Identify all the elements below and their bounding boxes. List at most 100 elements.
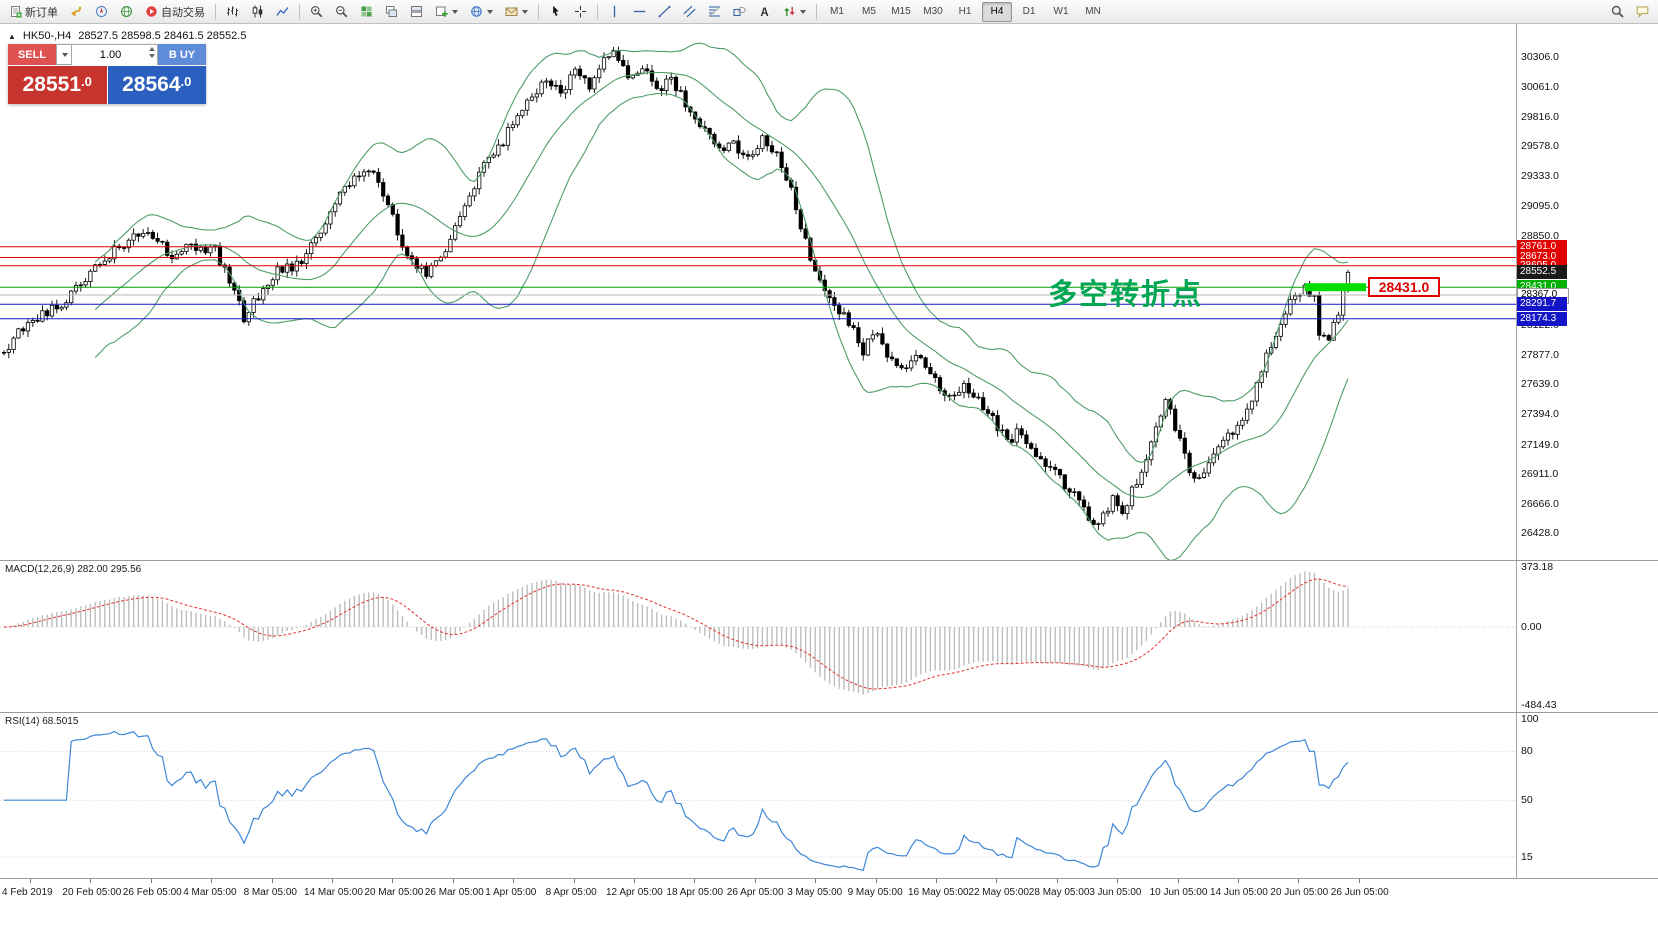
time-axis-label: 4 Mar 05:00: [183, 887, 237, 898]
main-chart-panel[interactable]: ▲ HK50-,H4 28527.5 28598.5 28461.5 28552…: [0, 24, 1658, 560]
shapes-button[interactable]: [728, 1, 751, 23]
sell-price-button[interactable]: 28551 .0: [8, 66, 107, 104]
time-axis-label: 18 Apr 05:00: [666, 887, 724, 898]
crosshair-button[interactable]: [569, 1, 592, 23]
macd-axis-label: 373.18: [1521, 561, 1554, 573]
volume-field: [72, 44, 158, 65]
autotrading-button-label: 自动交易: [161, 6, 205, 19]
timeframe-button-d1[interactable]: D1: [1022, 6, 1036, 17]
rsi-indicator-panel[interactable]: RSI(14) 68.5015 100 80 50 15: [0, 712, 1658, 878]
chat-button[interactable]: [1631, 1, 1654, 23]
sell-button[interactable]: SELL: [8, 44, 56, 65]
volume-stepper[interactable]: [149, 47, 155, 58]
time-axis: 4 Feb 2019 20 Feb 05:00 26 Feb 05:00 4 Mar …: [0, 878, 1658, 950]
bar-chart-button[interactable]: [221, 1, 244, 23]
buy-button[interactable]: B UY: [158, 44, 206, 65]
magnifier-icon: [1611, 5, 1624, 18]
price-axis-separator: [1516, 24, 1517, 560]
terminal-button[interactable]: [115, 1, 138, 23]
equidistant-channel-button[interactable]: [678, 1, 701, 23]
chart-symbol-period: HK50-,H4: [22, 30, 72, 42]
bars-icon: [227, 6, 238, 17]
buy-price-button[interactable]: 28564 .0: [107, 66, 206, 104]
price-axis-label: 26911.0: [1521, 468, 1559, 480]
rsi-axis-label: 80: [1521, 745, 1533, 757]
time-axis-label: 3 Jun 05:00: [1089, 887, 1142, 898]
rsi-axis-label: 50: [1521, 794, 1533, 806]
price-axis-label: 29095.0: [1521, 200, 1559, 212]
navigator-icon: [96, 6, 107, 17]
macd-chart-canvas[interactable]: [0, 561, 1658, 712]
toolbar-separator: [299, 3, 300, 20]
timeframe-button-m15[interactable]: M15: [891, 6, 911, 17]
sell-price-frac: .0: [81, 73, 92, 89]
timeframe-button-h1[interactable]: H1: [958, 6, 972, 17]
zoom-in-button[interactable]: [305, 1, 328, 23]
time-axis-tick: [392, 879, 394, 883]
candlestick-chart-button[interactable]: [246, 1, 269, 23]
price-axis-label: 26428.0: [1521, 527, 1559, 539]
cascade-icon: [386, 6, 397, 17]
vertical-line-button[interactable]: [603, 1, 626, 23]
time-axis-label: 3 May 05:00: [787, 887, 843, 898]
timeframe-button-w1[interactable]: W1: [1053, 6, 1069, 17]
time-axis-tick: [875, 879, 877, 883]
new-chart-button[interactable]: [430, 1, 463, 23]
stepper-up-icon[interactable]: [149, 47, 155, 51]
time-axis-tick: [271, 879, 273, 883]
arrange-windows-button[interactable]: [405, 1, 428, 23]
fibonacci-button[interactable]: [703, 1, 726, 23]
time-axis-tick: [30, 879, 31, 883]
volume-input[interactable]: [72, 45, 157, 65]
new-order-button[interactable]: 新订单: [4, 1, 63, 23]
new-order-button-label: 新订单: [25, 6, 58, 19]
rsi-label: RSI(14) 68.5015: [5, 716, 79, 727]
timeframe-button-h4[interactable]: H4: [982, 1, 1012, 22]
timeframe-button-mn[interactable]: MN: [1085, 6, 1101, 17]
time-axis-label: 12 Apr 05:00: [606, 887, 663, 898]
dropdown-caret-icon: [522, 9, 528, 14]
volume-preset-dropdown[interactable]: [56, 44, 72, 65]
timeframe-button-m5[interactable]: M5: [862, 6, 876, 17]
autotrading-button[interactable]: 自动交易: [140, 1, 210, 23]
cursor-button[interactable]: [544, 1, 567, 23]
profiles-button[interactable]: [465, 1, 498, 23]
line-chart-button[interactable]: [271, 1, 294, 23]
arrows-icon: [784, 7, 795, 16]
macd-label: MACD(12,26,9) 282.00 295.56: [5, 564, 142, 575]
time-axis-tick: [936, 879, 937, 883]
timeframe-button-m30[interactable]: M30: [923, 6, 943, 17]
zoomout-icon: [336, 6, 348, 18]
time-axis-tick: [1177, 879, 1179, 883]
stepper-down-icon[interactable]: [149, 54, 155, 58]
templates-button[interactable]: [500, 1, 533, 23]
trendline-button[interactable]: [653, 1, 676, 23]
text-button[interactable]: A: [753, 1, 776, 23]
arrows-button[interactable]: [778, 1, 811, 23]
time-axis-label: 1 Apr 05:00: [485, 887, 537, 898]
crosshair-icon: [574, 5, 587, 18]
price-axis-label: 26666.0: [1521, 498, 1559, 510]
navigator-button[interactable]: [90, 1, 113, 23]
zoom-out-button[interactable]: [330, 1, 353, 23]
time-axis-tick: [815, 879, 817, 883]
candlestick-chart-canvas[interactable]: [0, 24, 1658, 560]
horizontal-line-button[interactable]: [628, 1, 651, 23]
rsi-chart-canvas[interactable]: [0, 713, 1658, 878]
macd-axis-label: 0.00: [1521, 621, 1542, 633]
cascade-windows-button[interactable]: [380, 1, 403, 23]
time-axis-tick: [452, 879, 454, 883]
tile-windows-button[interactable]: [355, 1, 378, 23]
symbol-search-button[interactable]: [1606, 1, 1629, 23]
trade-panel-toggle-icon[interactable]: ▲: [8, 31, 16, 41]
time-axis-label: 22 May 05:00: [968, 887, 1029, 898]
market-watch-button[interactable]: [65, 1, 88, 23]
macd-indicator-panel[interactable]: MACD(12,26,9) 282.00 295.56 373.18 0.00 -4…: [0, 560, 1658, 712]
time-axis-tick: [1117, 879, 1119, 883]
timeframe-button-m1[interactable]: M1: [830, 6, 844, 17]
tline-icon: [658, 6, 671, 18]
fibo-icon: [708, 6, 721, 17]
time-axis-tick: [634, 879, 635, 883]
price-level-tag[interactable]: 28431.0: [1368, 277, 1440, 297]
doc-icon: [11, 6, 22, 18]
